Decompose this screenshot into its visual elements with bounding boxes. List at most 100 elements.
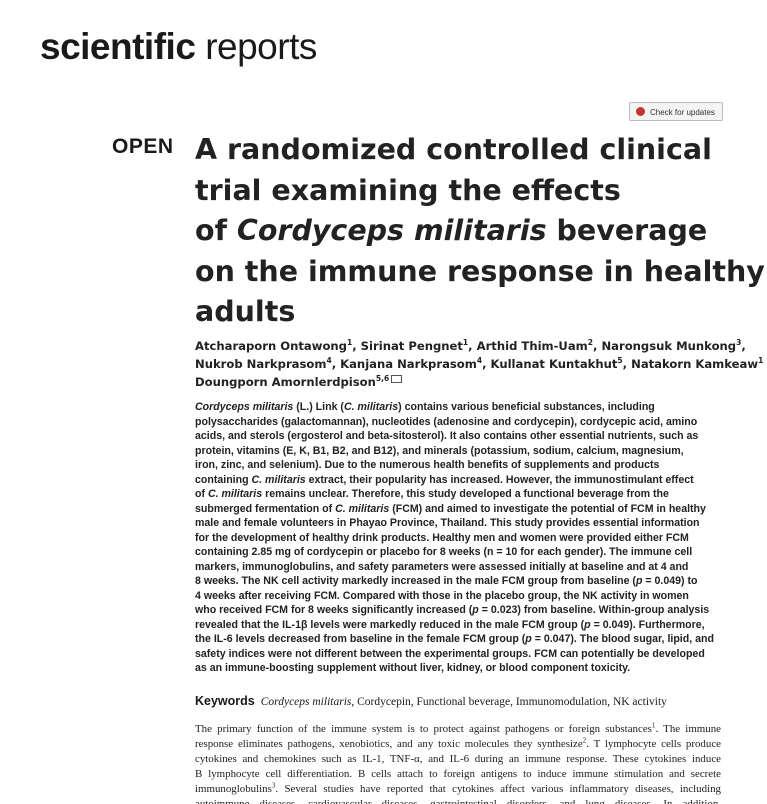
text-run: = 0.023) from baseline. Within-group ana… bbox=[478, 604, 710, 616]
text-run: , Sirinat Pengnet bbox=[352, 339, 463, 353]
text-run: 1 bbox=[462, 338, 469, 348]
text-run: , Kullanat Kuntakhut bbox=[482, 357, 618, 371]
text-run: autoimmune diseases, cardiovascular dise… bbox=[195, 798, 721, 804]
text-run: (FCM) and aimed to investigate the poten… bbox=[389, 502, 706, 515]
article-title: A randomized controlled clinical trial ex… bbox=[195, 130, 765, 333]
text-line: trial examining the effects bbox=[195, 171, 765, 212]
text-line: revealed that the IL-1β levels were mark… bbox=[195, 618, 714, 633]
text-run: Doungporn Amornlerdpison bbox=[195, 375, 376, 389]
text-run: 4 bbox=[326, 356, 332, 366]
text-line: adults bbox=[195, 292, 765, 333]
text-run: on the immune response in healthy bbox=[195, 254, 765, 288]
text-run: beverage bbox=[546, 214, 708, 247]
text-run: , Narongsuk Munkong bbox=[593, 339, 737, 353]
text-run: . The immune bbox=[655, 723, 721, 735]
text-line: the IL-6 levels decreased from baseline … bbox=[195, 632, 714, 647]
text-run: 8 weeks. The NK cell activity markedly i… bbox=[195, 575, 636, 587]
update-icon bbox=[636, 107, 645, 116]
text-run: p bbox=[584, 618, 591, 631]
text-run: p bbox=[472, 604, 479, 616]
text-run: , Kanjana Narkprasom bbox=[331, 357, 477, 371]
text-run: 2 bbox=[587, 338, 594, 348]
text-line: containing 2.85 mg of cordycepin or plac… bbox=[195, 545, 714, 560]
text-line: male and female volunteers in Phayao Pro… bbox=[195, 516, 714, 531]
text-run: Atcharaporn Ontawong bbox=[195, 339, 347, 353]
text-run: revealed that the IL-1β levels were mark… bbox=[195, 618, 585, 631]
keywords: Keywords Cordyceps militaris, Cordycepin,… bbox=[195, 692, 667, 710]
text-run: 1 bbox=[651, 721, 656, 730]
text-line: Atcharaporn Ontawong1, Sirinat Pengnet1,… bbox=[195, 337, 767, 355]
text-run: 5,6 bbox=[375, 374, 390, 384]
button-label: Check for updates bbox=[650, 108, 715, 117]
text-line: cytokines and chemokines such as IL-1, T… bbox=[195, 752, 721, 767]
text-line: for the development of healthy drink pro… bbox=[195, 531, 714, 546]
author-list: Atcharaporn Ontawong1, Sirinat Pengnet1,… bbox=[195, 337, 767, 391]
text-run: 1 bbox=[346, 338, 353, 348]
text-run: . T lymphocyte cells produce bbox=[586, 738, 721, 750]
text-run: p bbox=[635, 575, 643, 587]
text-run: protein, vitamins (E, K, B1, B2, and B12… bbox=[195, 444, 684, 457]
text-run: = 0.049). Furthermore, bbox=[590, 618, 705, 631]
journal-brand: scientific reports bbox=[40, 26, 317, 68]
text-run: of bbox=[195, 488, 208, 500]
text-line: submerged fermentation of C. militaris (… bbox=[195, 502, 714, 517]
text-run: = 0.049) to bbox=[642, 575, 698, 587]
text-run: iron, zinc, and selenium). Due to the nu… bbox=[195, 459, 660, 471]
text-line: response eliminates pathogens, xenobioti… bbox=[195, 737, 721, 752]
abstract: Cordyceps militaris (L.) Link (C. milita… bbox=[195, 400, 714, 676]
text-run: adults bbox=[195, 295, 296, 328]
text-run: containing 2.85 mg of cordycepin or plac… bbox=[195, 546, 693, 558]
text-line: A randomized controlled clinical bbox=[195, 130, 765, 171]
text-run: extract, their popularity has increased.… bbox=[305, 473, 694, 486]
text-run: = 0.047). The blood sugar, lipid, and bbox=[531, 633, 714, 645]
text-run: who received FCM for 8 weeks significant… bbox=[195, 604, 473, 616]
keywords-text: Cordyceps militaris, Cordycepin, Functio… bbox=[261, 696, 667, 708]
text-run: safety indices were not different betwee… bbox=[195, 647, 705, 660]
text-line: Nukrob Narkprasom4, Kanjana Narkprasom4,… bbox=[195, 355, 767, 373]
text-run: C. militaris bbox=[343, 401, 399, 413]
brand-light: reports bbox=[205, 26, 317, 67]
text-run: , bbox=[741, 339, 746, 353]
text-run: male and female volunteers in Phayao Pro… bbox=[195, 517, 700, 529]
text-line: Cordyceps militaris (L.) Link (C. milita… bbox=[195, 400, 714, 415]
text-line: immunoglobulins3. Several studies have r… bbox=[195, 782, 721, 797]
text-run: 3 bbox=[271, 781, 276, 790]
text-run: remains unclear. Therefore, this study d… bbox=[262, 488, 669, 500]
text-line: 8 weeks. The NK cell activity markedly i… bbox=[195, 574, 714, 589]
text-run: Nukrob Narkprasom bbox=[195, 357, 327, 371]
text-run: Cordyceps militaris bbox=[236, 214, 547, 247]
body-text: The primary function of the immune syste… bbox=[195, 722, 721, 804]
text-run: the IL-6 levels decreased from baseline … bbox=[195, 633, 526, 645]
check-updates-button[interactable]: Check for updates bbox=[629, 102, 723, 121]
text-run: acids, and sterols (ergosterol and beta-… bbox=[195, 430, 699, 442]
text-line: as an immune-boosting supplement without… bbox=[195, 661, 714, 676]
keywords-label: Keywords bbox=[195, 694, 255, 708]
text-run: 2 bbox=[582, 736, 587, 745]
text-line: on the immune response in healthy bbox=[195, 252, 765, 293]
text-line: safety indices were not different betwee… bbox=[195, 647, 714, 662]
text-run: of bbox=[195, 214, 237, 247]
text-run: 1 bbox=[758, 356, 764, 366]
text-run: (L.) Link ( bbox=[293, 401, 344, 413]
text-run: 3 bbox=[736, 338, 742, 348]
text-run: submerged fermentation of bbox=[195, 502, 336, 515]
text-line: B lymphocyte cell differentiation. B cel… bbox=[195, 767, 721, 782]
text-run: cytokines and chemokines such as IL-1, T… bbox=[195, 753, 721, 765]
text-run: p bbox=[525, 633, 532, 645]
text-run: , Cordycepin, Functional beverage, Immun… bbox=[351, 696, 667, 708]
text-run: 5 bbox=[617, 356, 623, 366]
text-run: trial examining the effects bbox=[195, 173, 621, 207]
text-line: 4 weeks after receiving FCM. Compared wi… bbox=[195, 589, 714, 604]
text-line: Cordyceps militaris, Cordycepin, Functio… bbox=[261, 696, 667, 708]
text-run: containing bbox=[195, 473, 252, 486]
text-run: as an immune-boosting supplement without… bbox=[195, 662, 631, 674]
text-run: C. militaris bbox=[207, 488, 263, 500]
text-run: Cordyceps militaris bbox=[195, 401, 294, 413]
text-run: markers, immunoglobulins, and safety par… bbox=[195, 560, 689, 573]
text-run: & bbox=[763, 357, 767, 371]
text-line: acids, and sterols (ergosterol and beta-… bbox=[195, 429, 714, 444]
text-run: . Several studies have reported that cyt… bbox=[275, 783, 721, 795]
access-label: OPEN bbox=[112, 135, 174, 158]
brand-bold: scientific bbox=[40, 26, 196, 67]
